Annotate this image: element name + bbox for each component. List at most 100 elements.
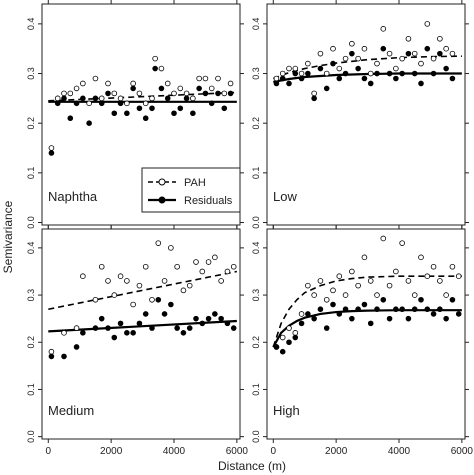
pah-point (180, 287, 187, 294)
y-tick-label: 0.1 (251, 383, 261, 396)
pah-point (61, 90, 67, 97)
residual-point (305, 311, 311, 317)
residual-point (393, 306, 399, 313)
residual-point (193, 315, 199, 322)
residual-point (168, 301, 174, 308)
residual-point (286, 339, 292, 346)
residual-point (199, 320, 206, 327)
y-tick-label: 0.3 (251, 67, 261, 80)
residual-point (215, 90, 221, 97)
pah-point (317, 278, 324, 284)
residual-point (130, 85, 136, 92)
pah-point (317, 50, 324, 57)
pah-point (111, 292, 118, 298)
residual-point (311, 315, 317, 322)
panel-high: 0.0 0.1 0.2 0.3 0.4 0 2000 4000 6000 High (251, 225, 473, 457)
pah-point (190, 95, 196, 102)
pah-point (227, 80, 234, 87)
pah-point (48, 145, 55, 151)
y-tick-label: 0.2 (26, 336, 36, 349)
pah-point (411, 50, 418, 57)
residual-point (149, 325, 155, 331)
residual-point (180, 330, 187, 336)
pah-point (380, 26, 387, 32)
residual-point (117, 320, 124, 327)
panel-frame (266, 228, 466, 440)
residual-point (171, 110, 177, 117)
pah-point (286, 65, 292, 72)
residual-point (105, 325, 111, 331)
pah-point (279, 70, 286, 77)
pah-point (171, 90, 177, 97)
pah-point (405, 278, 412, 284)
residual-point (208, 100, 215, 107)
pah-point (286, 325, 292, 331)
residual-point (292, 334, 299, 341)
residual-point (111, 334, 118, 341)
residual-point (399, 70, 405, 77)
pah-point (73, 85, 80, 92)
residual-point (155, 296, 162, 303)
residual-point (130, 330, 136, 336)
pah-point (152, 55, 158, 62)
residual-point (158, 85, 165, 92)
x-tick-label: 4000 (388, 446, 411, 457)
residual-point (152, 65, 158, 72)
pah-point (361, 45, 368, 52)
residual-point (342, 70, 349, 77)
residual-point (349, 50, 355, 57)
pah-point (393, 268, 399, 275)
residual-point (424, 45, 431, 52)
pah-point (443, 292, 449, 298)
legend: PAH Residuals (141, 167, 241, 213)
residual-point (430, 70, 437, 77)
pah-point (212, 254, 218, 261)
residual-point (443, 65, 449, 72)
pah-point (136, 282, 143, 289)
residual-point (298, 75, 305, 82)
residual-point (142, 115, 149, 122)
residual-point (286, 80, 292, 87)
residual-point (361, 75, 368, 82)
residual-point (86, 120, 92, 126)
residual-point (437, 306, 443, 313)
residual-point (227, 90, 234, 97)
pah-point (199, 268, 206, 275)
pah-point (273, 75, 280, 82)
pah-point (124, 100, 130, 107)
residual-point (311, 95, 317, 102)
pah-point (305, 60, 311, 67)
pah-point (208, 85, 215, 92)
panel-medium: 0.0 0.1 0.2 0.3 0.4 0 2000 4000 6000 Medium (26, 225, 248, 457)
pah-point (443, 45, 449, 52)
residual-point (455, 311, 462, 317)
pah-point (196, 75, 202, 82)
residual-point (279, 348, 286, 355)
pah-point (437, 35, 443, 42)
residual-point (205, 315, 212, 322)
pah-point (111, 90, 118, 97)
panel-label: Medium (48, 403, 94, 418)
pah-point (411, 292, 418, 298)
pah-point (355, 55, 361, 62)
residual-point (117, 100, 124, 107)
pah-point (92, 296, 99, 303)
pah-point (61, 330, 67, 336)
pah-point (117, 95, 124, 102)
pah-point (164, 80, 171, 87)
y-tick-label: 0.0 (26, 216, 36, 229)
y-tick-label: 0.2 (251, 336, 261, 349)
pah-point (405, 35, 412, 42)
pah-point (158, 65, 165, 72)
pah-point (336, 273, 343, 279)
y-tick-label: 0.4 (251, 18, 261, 31)
residual-point (323, 325, 330, 331)
residual-point (142, 311, 149, 317)
residual-point (349, 315, 355, 322)
y-tick-label: 0.1 (26, 383, 36, 396)
x-tick-label: 2000 (325, 446, 348, 457)
pah-point (149, 296, 155, 303)
y-tick-label: 0.2 (251, 117, 261, 130)
residual-point (212, 311, 218, 317)
